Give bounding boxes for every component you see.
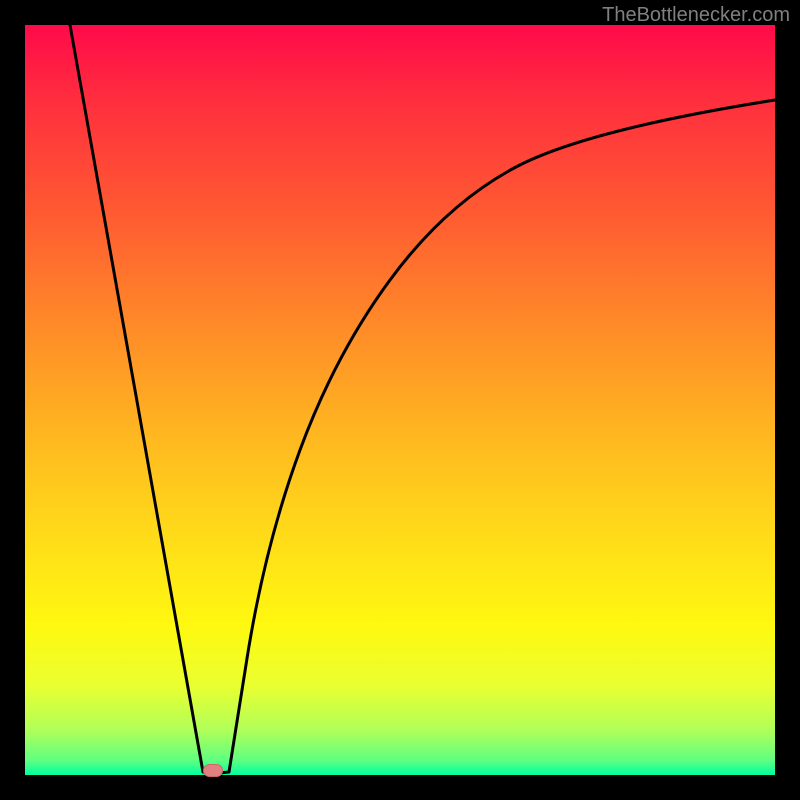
watermark-text: TheBottlenecker.com	[602, 4, 790, 27]
bottleneck-curve	[25, 25, 775, 775]
plot-area	[25, 25, 775, 775]
optimal-point-marker	[203, 764, 223, 777]
chart-container: TheBottlenecker.com	[0, 0, 800, 800]
